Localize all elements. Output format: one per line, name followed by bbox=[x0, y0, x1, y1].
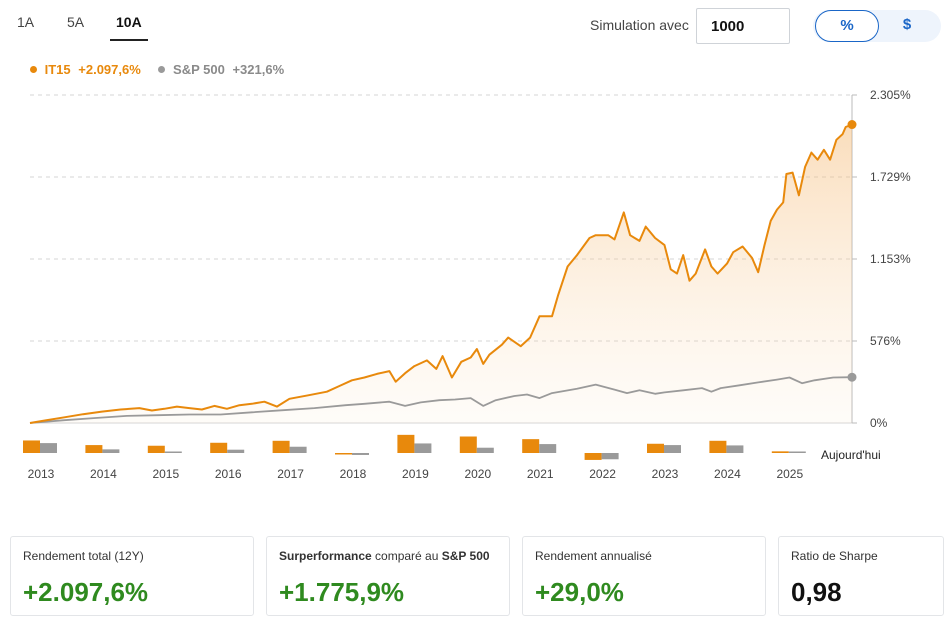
today-label: Aujourd'hui bbox=[821, 448, 881, 462]
annual-bar-sp500 bbox=[164, 451, 182, 453]
card-value: +29,0% bbox=[535, 577, 624, 607]
annual-bar-sp500 bbox=[726, 445, 744, 453]
performance-chart: 0% 576% 1.153% 1.729% 2.305% 2013 2014 2015 2016… bbox=[23, 88, 911, 481]
legend-dot-icon bbox=[158, 66, 166, 73]
y-tick-label: 2.305% bbox=[870, 88, 911, 102]
legend-value: +321,6% bbox=[232, 62, 285, 77]
legend-dot-icon bbox=[30, 66, 37, 73]
series-area-it15 bbox=[30, 124, 852, 423]
annual-bar-it15 bbox=[584, 453, 602, 460]
tab-10a[interactable]: 10A bbox=[110, 14, 148, 41]
annual-bar-it15 bbox=[147, 445, 165, 453]
x-tick-label: 2020 bbox=[464, 467, 491, 481]
annual-bar-sp500 bbox=[289, 446, 307, 453]
x-tick-label: 2018 bbox=[340, 467, 367, 481]
y-tick-label: 1.153% bbox=[870, 252, 911, 266]
x-tick-label: 2016 bbox=[215, 467, 242, 481]
annual-bar-sp500 bbox=[476, 447, 494, 453]
card-label: Rendement annualisé bbox=[535, 549, 652, 563]
annual-bar-sp500 bbox=[601, 453, 619, 460]
unit-toggle: % $ bbox=[813, 10, 941, 42]
series-line-it15 bbox=[29, 123, 853, 424]
legend-item-sp500[interactable]: S&P 500 +321,6% bbox=[158, 62, 284, 77]
tab-5a[interactable]: 5A bbox=[67, 14, 85, 30]
annual-bar-it15 bbox=[397, 434, 415, 453]
x-tick-label: 2022 bbox=[589, 467, 616, 481]
x-tick-label: 2023 bbox=[652, 467, 679, 481]
card-outperformance: Surperformance comparé au S&P 500 +1.775… bbox=[266, 536, 510, 616]
x-tick-label: 2024 bbox=[714, 467, 741, 481]
card-label: Rendement total (12Y) bbox=[23, 549, 144, 563]
annual-bar-it15 bbox=[459, 436, 477, 453]
card-total-return: Rendement total (12Y) +2.097,6% bbox=[10, 536, 254, 616]
annual-bar-sp500 bbox=[40, 443, 57, 453]
annual-bar-sp500 bbox=[102, 449, 120, 453]
x-tick-label: 2019 bbox=[402, 467, 429, 481]
card-label: Ratio de Sharpe bbox=[791, 549, 878, 563]
stats-cards: Rendement total (12Y) +2.097,6% Surperfo… bbox=[0, 536, 946, 616]
annual-bar-sp500 bbox=[788, 451, 806, 453]
legend-name: IT15 bbox=[44, 62, 71, 77]
legend-value: +2.097,6% bbox=[78, 62, 141, 77]
simulation-label: Simulation avec bbox=[590, 17, 689, 33]
annual-bar-sp500 bbox=[539, 444, 557, 453]
card-annualized-return: Rendement annualisé +29,0% bbox=[522, 536, 766, 616]
x-tick-label: 2013 bbox=[28, 467, 55, 481]
x-tick-label: 2017 bbox=[277, 467, 304, 481]
series-end-point-it15 bbox=[847, 120, 857, 130]
annual-bar-sp500 bbox=[227, 449, 245, 453]
annual-bar-it15 bbox=[709, 440, 727, 453]
series-end-point-sp500 bbox=[847, 372, 857, 382]
annual-bar-it15 bbox=[272, 440, 290, 453]
simulation-amount-input[interactable] bbox=[696, 8, 790, 44]
legend-item-it15[interactable]: IT15 +2.097,6% bbox=[30, 62, 141, 77]
card-label: Surperformance comparé au S&P 500 bbox=[279, 549, 490, 563]
series-line-sp500 bbox=[29, 376, 853, 424]
x-tick-label: 2015 bbox=[152, 467, 179, 481]
chart-legend: IT15 +2.097,6% S&P 500 +321,6% bbox=[30, 62, 298, 77]
annual-bar-it15 bbox=[522, 439, 540, 453]
annual-bar-sp500 bbox=[414, 443, 432, 453]
annual-bar-it15 bbox=[335, 453, 352, 455]
percent-toggle-button[interactable]: % bbox=[815, 10, 879, 42]
annual-bar-it15 bbox=[210, 442, 228, 453]
y-tick-label: 0% bbox=[870, 416, 888, 430]
y-tick-label: 1.729% bbox=[870, 170, 911, 184]
card-value: 0,98 bbox=[791, 577, 842, 607]
y-tick-label: 576% bbox=[870, 334, 901, 348]
legend-name: S&P 500 bbox=[173, 62, 225, 77]
card-value: +1.775,9% bbox=[279, 577, 405, 607]
card-sharpe-ratio: Ratio de Sharpe 0,98 bbox=[778, 536, 944, 616]
card-value: +2.097,6% bbox=[23, 577, 149, 607]
annual-bar-sp500 bbox=[664, 445, 681, 453]
tab-1a[interactable]: 1A bbox=[17, 14, 35, 30]
annual-bar-it15 bbox=[771, 451, 789, 453]
x-tick-label: 2025 bbox=[776, 467, 803, 481]
annual-bar-sp500 bbox=[352, 453, 369, 455]
x-tick-label: 2021 bbox=[527, 467, 554, 481]
annual-bar-it15 bbox=[647, 443, 664, 453]
annual-bar-it15 bbox=[85, 445, 103, 453]
x-tick-label: 2014 bbox=[90, 467, 117, 481]
dollar-toggle-button[interactable]: $ bbox=[902, 16, 912, 33]
annual-bar-it15 bbox=[23, 440, 40, 453]
